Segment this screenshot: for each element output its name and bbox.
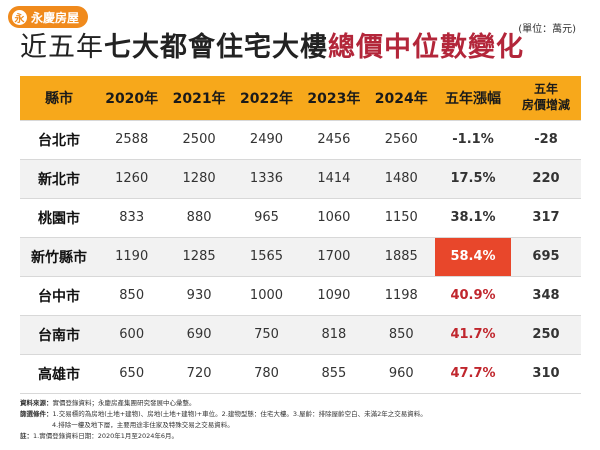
cell-value: 750 <box>232 315 301 355</box>
title-part-1: 近五年 <box>20 32 104 63</box>
cell-value: 960 <box>367 354 435 395</box>
cell-value: 1060 <box>300 198 368 238</box>
cell-change: 695 <box>511 237 581 277</box>
cell-change: 310 <box>511 354 581 395</box>
cell-growth: 47.7% <box>435 354 511 395</box>
table-row: 新竹縣市 1190 1285 1565 1700 1885 58.4% 695 <box>20 237 581 277</box>
cell-value: 930 <box>165 276 233 316</box>
cell-change: 250 <box>511 315 581 355</box>
cell-value: 850 <box>98 276 166 316</box>
cell-city: 台中市 <box>20 276 98 316</box>
cell-value: 2456 <box>300 120 368 160</box>
table-row: 桃園市 833 880 965 1060 1150 38.1% 317 <box>20 198 581 238</box>
cell-value: 720 <box>165 354 233 395</box>
column-header-4: 2023年 <box>300 76 368 121</box>
note-conditions-2: 4.排除一樓及地下層，主要用途非住家及特殊交易之交易資料。 <box>52 421 234 429</box>
cell-city: 新竹縣市 <box>20 237 98 277</box>
table-row: 台中市 850 930 1000 1090 1198 40.9% 348 <box>20 276 581 316</box>
cell-value: 2560 <box>367 120 435 160</box>
cell-value: 690 <box>165 315 233 355</box>
cell-value: 1190 <box>98 237 166 277</box>
cell-growth: 38.1% <box>435 198 511 238</box>
cell-change: 317 <box>511 198 581 238</box>
cell-value: 1285 <box>165 237 233 277</box>
cell-value: 833 <box>98 198 166 238</box>
cell-change: 348 <box>511 276 581 316</box>
cell-city: 桃園市 <box>20 198 98 238</box>
cell-city: 台北市 <box>20 120 98 160</box>
table-row: 新北市 1260 1280 1336 1414 1480 17.5% 220 <box>20 159 581 199</box>
unit-label: (單位：萬元) <box>518 24 576 35</box>
cell-growth: 17.5% <box>435 159 511 199</box>
cell-growth: 40.9% <box>435 276 511 316</box>
table-row: 高雄市 650 720 780 855 960 47.7% 310 <box>20 354 581 395</box>
table-row: 台南市 600 690 750 818 850 41.7% 250 <box>20 315 581 355</box>
column-header-5: 2024年 <box>367 76 435 121</box>
cell-value: 965 <box>232 198 301 238</box>
cell-change: -28 <box>511 120 581 160</box>
cell-value: 1198 <box>367 276 435 316</box>
cell-city: 台南市 <box>20 315 98 355</box>
note-conditions: 篩選條件：1.交易標的為房地(土地+建物)、房地(土地+建物)+車位。2.建物型… <box>20 410 427 418</box>
column-header-3: 2022年 <box>232 76 301 121</box>
cell-value: 1280 <box>165 159 233 199</box>
column-header-1: 2020年 <box>98 76 166 121</box>
footnotes: 資料來源：實價登錄資料；永慶房產集團研究發展中心彙整。 篩選條件：1.交易標的為… <box>20 398 580 442</box>
cell-value: 1700 <box>300 237 368 277</box>
cell-value: 880 <box>165 198 233 238</box>
column-header-6: 五年漲幅 <box>435 76 511 121</box>
cell-value: 2500 <box>165 120 233 160</box>
note-remark: 註：1.實價登錄資料日期：2020年1月至2024年6月。 <box>20 432 179 440</box>
logo-mark-icon: 永 <box>12 9 27 25</box>
cell-value: 1150 <box>367 198 435 238</box>
cell-value: 600 <box>98 315 166 355</box>
price-table: 縣市 2020年 2021年 2022年 2023年 2024年 五年漲幅 五年 房價增減 台北… <box>20 76 581 395</box>
table-row: 台北市 2588 2500 2490 2456 2560 -1.1% -28 <box>20 120 581 160</box>
cell-value: 1414 <box>300 159 368 199</box>
cell-value: 1090 <box>300 276 368 316</box>
cell-growth: 41.7% <box>435 315 511 355</box>
table-body: 台北市 2588 2500 2490 2456 2560 -1.1% -28 新北市 1260 12… <box>20 120 581 395</box>
cell-change: 220 <box>511 159 581 199</box>
column-header-7: 五年 房價增減 <box>511 76 581 121</box>
cell-value: 818 <box>300 315 368 355</box>
title-part-2: 七大都會住宅大樓 <box>104 32 328 63</box>
cell-value: 1565 <box>232 237 301 277</box>
cell-value: 2490 <box>232 120 301 160</box>
cell-value: 1260 <box>98 159 166 199</box>
table-header-row: 縣市 2020年 2021年 2022年 2023年 2024年 五年漲幅 五年 房價增減 <box>20 76 581 121</box>
cell-value: 850 <box>367 315 435 355</box>
cell-value: 2588 <box>98 120 166 160</box>
column-header-0: 縣市 <box>20 76 98 121</box>
brand-logo: 永 永慶房屋 <box>8 6 89 28</box>
cell-city: 高雄市 <box>20 354 98 395</box>
column-header-2: 2021年 <box>165 76 233 121</box>
cell-value: 780 <box>232 354 301 395</box>
cell-growth: 58.4% <box>435 237 511 277</box>
cell-value: 1336 <box>232 159 301 199</box>
cell-city: 新北市 <box>20 159 98 199</box>
cell-growth: -1.1% <box>435 120 511 160</box>
page-title: 近五年七大都會住宅大樓總價中位數變化 <box>20 34 580 61</box>
cell-value: 855 <box>300 354 368 395</box>
cell-value: 1000 <box>232 276 301 316</box>
cell-value: 1480 <box>367 159 435 199</box>
price-table-container: 縣市 2020年 2021年 2022年 2023年 2024年 五年漲幅 五年 房價增減 台北… <box>20 76 581 395</box>
note-source: 資料來源：實價登錄資料；永慶房產集團研究發展中心彙整。 <box>20 399 196 407</box>
logo-text: 永慶房屋 <box>31 10 80 25</box>
title-part-3: 總價中位數變化 <box>328 32 524 63</box>
cell-value: 1885 <box>367 237 435 277</box>
cell-value: 650 <box>98 354 166 395</box>
